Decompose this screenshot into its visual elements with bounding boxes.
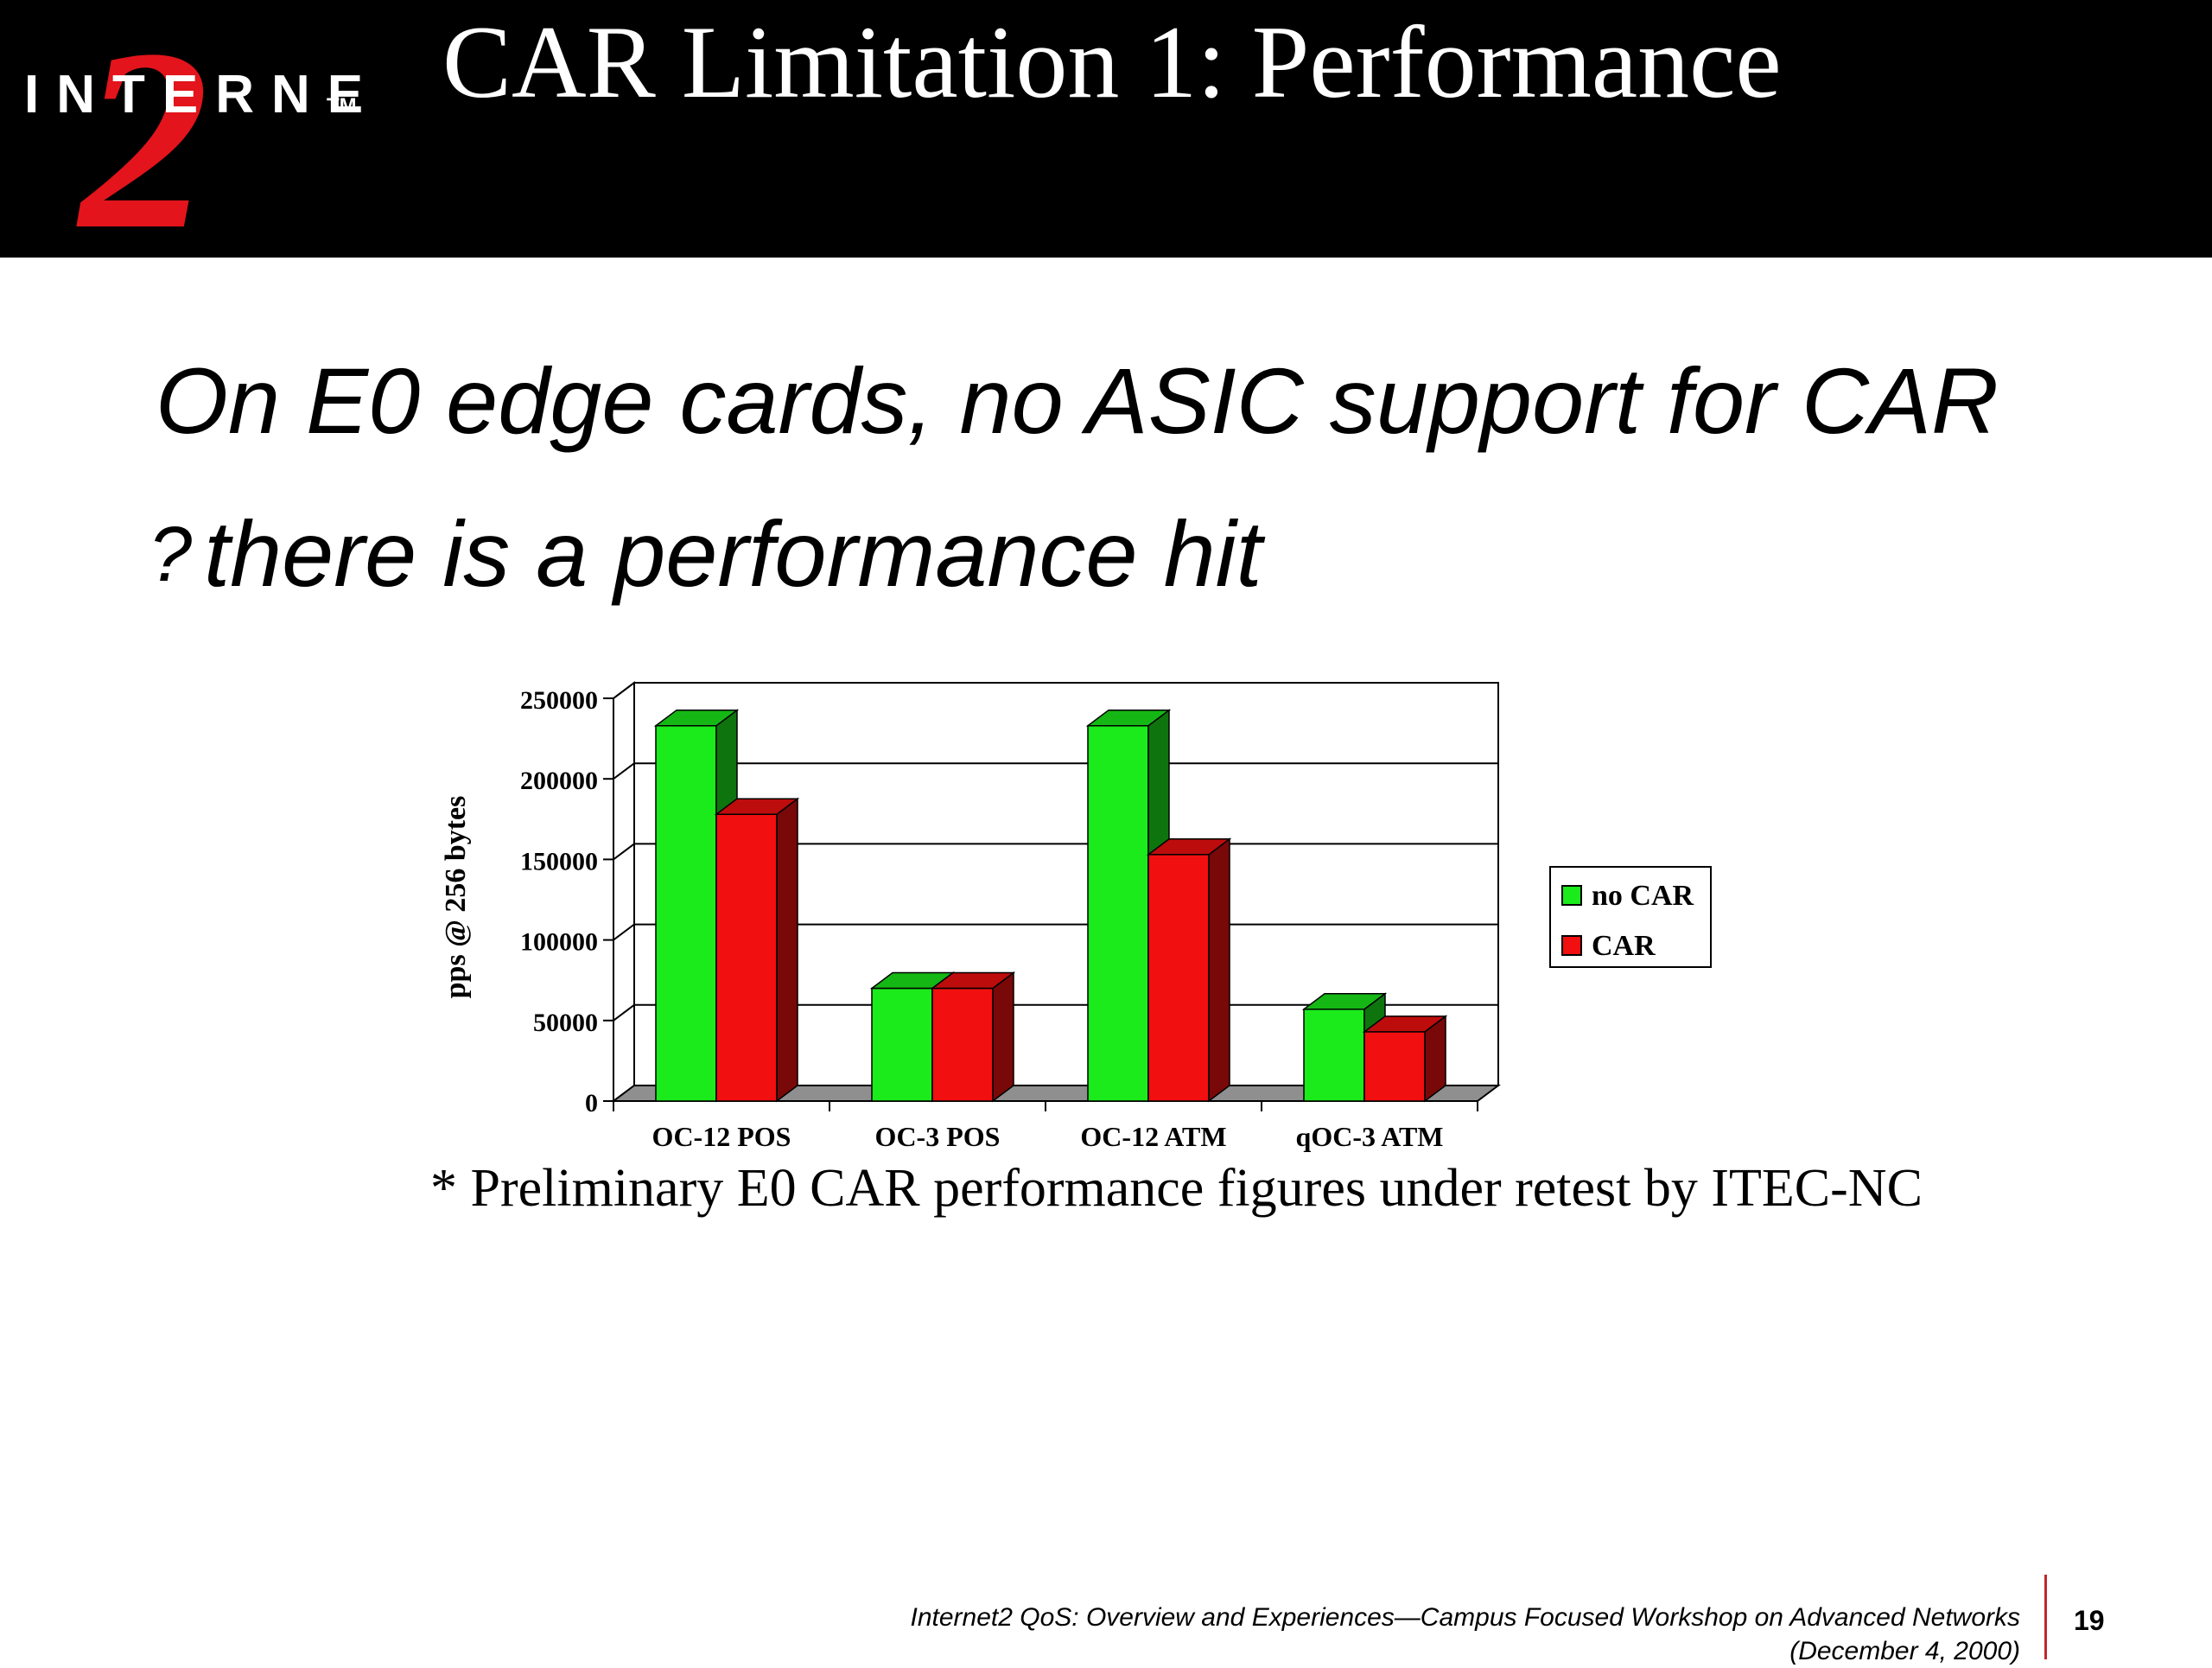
bar-car: [714, 797, 800, 1103]
legend-swatch: [1561, 935, 1582, 956]
legend-swatch: [1561, 885, 1582, 906]
chart-y-axis-label: pps @ 256 bytes: [440, 796, 472, 999]
bar-side: [1208, 837, 1230, 1103]
chart-y-tick-label: 50000: [533, 1009, 598, 1037]
chart-x-tick-labels: OC-12 POS OC-3 POS OC-12 ATM qOC-3 ATM: [652, 1121, 1444, 1152]
legend-label: CAR: [1592, 930, 1656, 962]
bar-front: [715, 813, 778, 1102]
footnote: * Preliminary E0 CAR performance figures…: [430, 1159, 1923, 1218]
bullet-line-1: On E0 edge cards, no ASIC support for CA…: [156, 348, 1999, 453]
bar-top: [714, 798, 800, 815]
slide-title: CAR Limitation 1: Performance: [442, 4, 1782, 119]
footer-divider: [2044, 1575, 2047, 1659]
performance-bar-chart: 0 50000 100000 150000 200000 250000 OC-12 POS…: [440, 681, 1712, 1152]
bullet-line-2: ? there is a performance hit: [149, 501, 1262, 606]
chart-y-tick-label: 150000: [520, 847, 598, 875]
logo-trademark: TM: [327, 94, 357, 118]
chart-x-tick-label: OC-3 POS: [875, 1121, 1001, 1152]
chart-y-tick-label: 100000: [520, 928, 598, 957]
bar-top: [653, 709, 740, 727]
chart-side-wall: [613, 681, 635, 1103]
bar-front: [871, 987, 933, 1102]
bar-top: [1362, 1015, 1448, 1033]
bar-front: [1363, 1031, 1426, 1102]
bullet-glyph: ?: [149, 512, 193, 598]
chart-x-tick-label: OC-12 POS: [652, 1121, 791, 1152]
chart-y-tick-labels: 0 50000 100000 150000 200000 250000: [520, 686, 598, 1117]
chart-gridline: [613, 682, 1498, 699]
chart-y-tick-label: 250000: [520, 686, 598, 715]
bar-front: [655, 724, 717, 1102]
bar-car: [1146, 837, 1232, 1103]
footer-line-2: (December 4, 2000): [1789, 1637, 2020, 1665]
chart-x-tick-label: qOC-3 ATM: [1296, 1121, 1444, 1152]
chart-y-tick-label: 0: [585, 1089, 598, 1117]
bar-front: [1303, 1009, 1365, 1102]
chart-legend: no CAR CAR: [1549, 866, 1712, 968]
bar-top: [1085, 709, 1172, 727]
bar-car: [930, 971, 1016, 1103]
bar-front: [1087, 724, 1149, 1102]
chart-bars: [653, 709, 1448, 1103]
bar-side: [992, 971, 1014, 1103]
legend-label: no CAR: [1592, 880, 1694, 912]
chart-gridline: [613, 762, 1498, 780]
footer-line-1: Internet2 QoS: Overview and Experiences—…: [910, 1603, 2021, 1632]
chart-y-tick-label: 200000: [520, 767, 598, 795]
bullet-line-2-text: there is a performance hit: [204, 501, 1262, 606]
logo-numeral: 2: [75, 0, 209, 258]
bar-top: [1301, 993, 1388, 1010]
bar-side: [776, 797, 798, 1103]
bar-front: [1147, 854, 1210, 1102]
footer-text: Internet2 QoS: Overview and Experiences—…: [911, 1601, 2021, 1668]
bar-top: [1146, 838, 1232, 856]
page-number: 19: [2074, 1605, 2105, 1636]
bar-car: [1362, 1015, 1448, 1103]
chart-x-tick-label: OC-12 ATM: [1080, 1121, 1226, 1152]
bar-front: [931, 987, 994, 1102]
bar-top: [930, 971, 1016, 990]
